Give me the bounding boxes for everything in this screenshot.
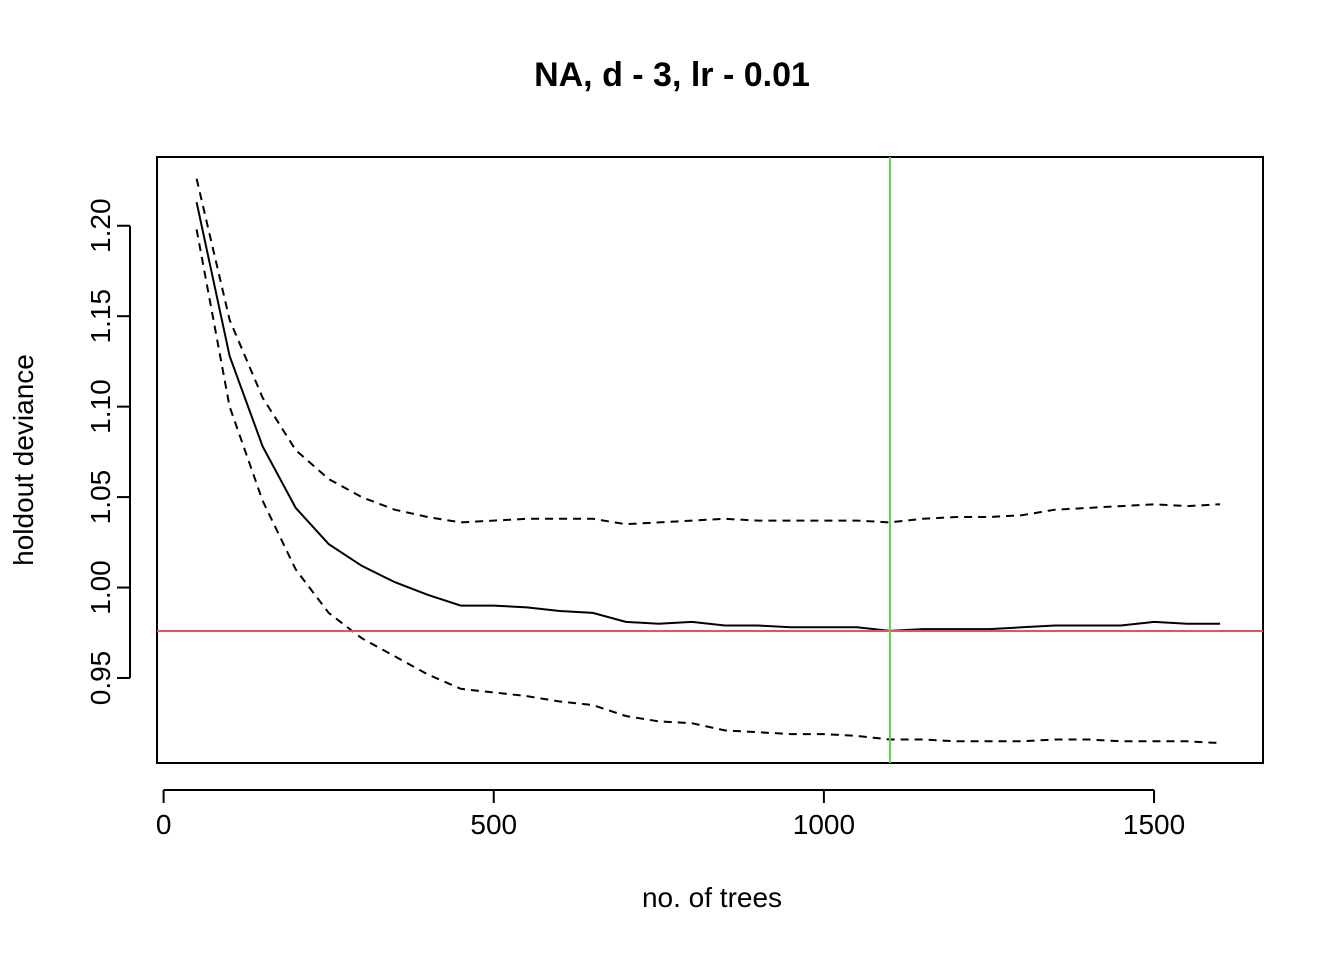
y-axis: 0.95 1.00 1.05 1.10 1.15 1.20	[85, 198, 131, 706]
y-tick-label: 0.95	[85, 651, 116, 706]
x-axis-label: no. of trees	[641, 882, 783, 913]
series-line-2	[195, 178, 1221, 526]
x-tick-label: 1500	[1123, 809, 1185, 840]
x-axis: 0 500 1000 1500	[156, 789, 1185, 840]
y-tick-label: 1.10	[85, 379, 116, 434]
x-tick-label: 0	[156, 809, 172, 840]
y-tick-label: 1.00	[85, 560, 116, 615]
x-tick-label: 500	[470, 809, 517, 840]
y-tick-label: 1.05	[85, 470, 116, 524]
series-line-3	[195, 229, 1221, 745]
series-line-1	[195, 201, 1221, 632]
reference-lines-layer	[157, 157, 1263, 763]
series-layer	[195, 178, 1221, 745]
chart-title: NA, d - 3, lr - 0.01	[534, 56, 810, 94]
y-tick-label: 1.15	[85, 289, 116, 344]
plot-frame	[156, 156, 1264, 764]
y-tick-label: 1.20	[85, 198, 116, 253]
x-tick-label: 1000	[793, 809, 855, 840]
